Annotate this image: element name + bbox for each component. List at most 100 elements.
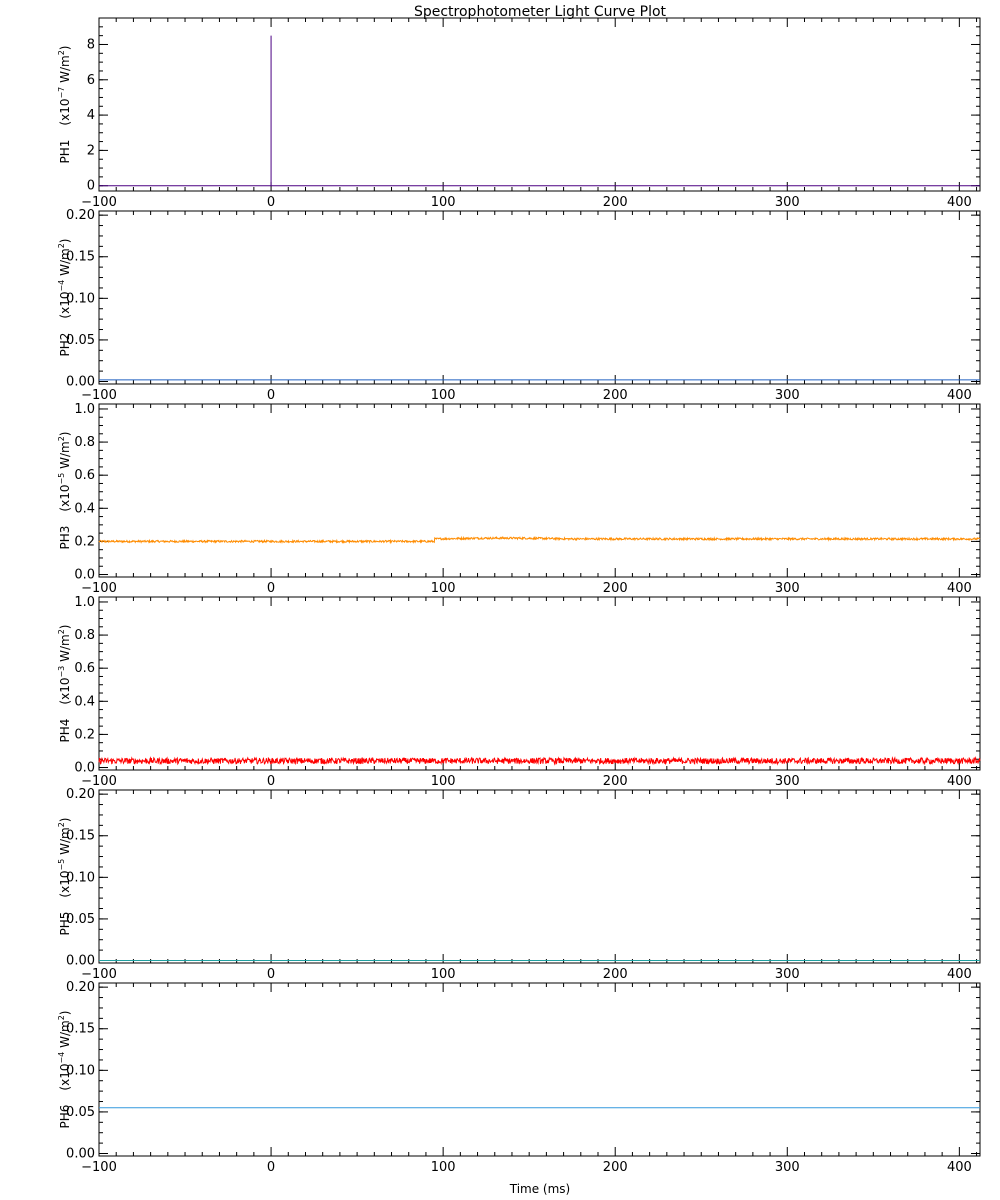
x-tick-label: −100 bbox=[81, 1160, 117, 1175]
unit-exponent: −5 bbox=[57, 473, 66, 485]
y-tick-label: 0.05 bbox=[66, 1105, 95, 1120]
unit-prefix: (x10 bbox=[58, 1064, 72, 1091]
x-tick-label: 400 bbox=[947, 967, 972, 982]
y-tick-label: 0.8 bbox=[74, 435, 95, 450]
x-tick-label: 400 bbox=[947, 388, 972, 403]
unit-exponent: −3 bbox=[57, 666, 66, 678]
unit-exponent: −4 bbox=[57, 280, 66, 292]
y-tick-label: 0.20 bbox=[66, 208, 95, 223]
unit-close: ) bbox=[58, 46, 72, 51]
x-tick-label: 200 bbox=[603, 1160, 628, 1175]
y-tick-label: 0.0 bbox=[74, 761, 95, 776]
x-tick-label: 200 bbox=[603, 195, 628, 210]
y-tick-label: 0.6 bbox=[74, 468, 95, 483]
panel-ph6: −100 0 100 200 300 400 0.00 0.05 0.10 0.15 0.20 PH6… bbox=[57, 980, 981, 1175]
panel-ph2: −100 0 100 200 300 400 0.00 0.05 0.10 0.15 0.20 PH2… bbox=[57, 208, 981, 403]
unit-square: 2 bbox=[57, 243, 66, 248]
unit-close: ) bbox=[58, 432, 72, 437]
y-axis-label: PH4 (x10−3 W/m2) bbox=[57, 625, 72, 743]
x-tick-label: 400 bbox=[947, 581, 972, 596]
unit-square: 2 bbox=[57, 822, 66, 827]
channel-name: PH4 bbox=[58, 719, 72, 743]
y-tick-label: 0.6 bbox=[74, 661, 95, 676]
unit-prefix: (x10 bbox=[58, 485, 72, 512]
x-tick-label: −100 bbox=[81, 967, 117, 982]
x-tick-label: 400 bbox=[947, 774, 972, 789]
unit-exponent: −5 bbox=[57, 859, 66, 871]
y-tick-label: 0.10 bbox=[66, 291, 95, 306]
y-tick-label: 0.00 bbox=[66, 375, 95, 390]
unit-prefix: (x10 bbox=[58, 292, 72, 319]
x-tick-label: 300 bbox=[775, 388, 800, 403]
channel-name: PH3 bbox=[58, 526, 72, 550]
y-tick-label: 0.4 bbox=[74, 694, 95, 709]
channel-name: PH1 bbox=[58, 140, 72, 164]
x-tick-label: 300 bbox=[775, 774, 800, 789]
y-tick-label: 0.20 bbox=[66, 787, 95, 802]
y-tick-label: 0.4 bbox=[74, 501, 95, 516]
unit-square: 2 bbox=[57, 436, 66, 441]
x-tick-label: 0 bbox=[267, 967, 275, 982]
x-tick-label: 300 bbox=[775, 1160, 800, 1175]
y-axis-label: PH1 (x10−7 W/m2) bbox=[57, 46, 72, 164]
y-tick-label: 0.0 bbox=[74, 568, 95, 583]
x-tick-label: 200 bbox=[603, 774, 628, 789]
x-tick-label: 100 bbox=[431, 774, 456, 789]
x-tick-label: 400 bbox=[947, 195, 972, 210]
y-tick-label: 0.15 bbox=[66, 250, 95, 265]
plot-frame bbox=[98, 982, 981, 1157]
y-tick-label: 0.20 bbox=[66, 980, 95, 995]
unit-close: ) bbox=[58, 1011, 72, 1016]
panel-ph4: −100 0 100 200 300 400 0.0 0.2 0.4 0.6 0.8 1.0 PH4 (x… bbox=[57, 595, 981, 789]
unit-suffix: W/m bbox=[58, 248, 72, 279]
x-tick-label: 100 bbox=[431, 1160, 456, 1175]
series-line-ph3 bbox=[98, 535, 981, 545]
y-tick-label: 0.05 bbox=[66, 333, 95, 348]
x-tick-label: 0 bbox=[267, 774, 275, 789]
plot-frame bbox=[98, 596, 981, 771]
panel-ph3: −100 0 100 200 300 400 0.0 0.2 0.4 0.6 0.8 1.0 PH3 (x… bbox=[57, 402, 981, 596]
unit-square: 2 bbox=[57, 50, 66, 55]
x-tick-label: 0 bbox=[267, 581, 275, 596]
y-tick-label: 1.0 bbox=[74, 402, 95, 417]
unit-suffix: W/m bbox=[58, 827, 72, 858]
x-tick-label: 0 bbox=[267, 195, 275, 210]
y-tick-label: 0.00 bbox=[66, 1147, 95, 1162]
x-tick-label: 300 bbox=[775, 195, 800, 210]
x-tick-label: 400 bbox=[947, 1160, 972, 1175]
unit-close: ) bbox=[58, 239, 72, 244]
plot-frame bbox=[98, 403, 981, 578]
y-tick-label: 0.15 bbox=[66, 1022, 95, 1037]
y-tick-label: 0.15 bbox=[66, 829, 95, 844]
y-tick-label: 0.10 bbox=[66, 1063, 95, 1078]
y-tick-label: 4 bbox=[87, 108, 95, 123]
y-tick-label: 0 bbox=[87, 179, 95, 194]
x-tick-label: 0 bbox=[267, 1160, 275, 1175]
x-tick-label: −100 bbox=[81, 581, 117, 596]
x-tick-label: 0 bbox=[267, 388, 275, 403]
series-line-ph1 bbox=[99, 35, 980, 187]
channel-name: PH6 bbox=[58, 1105, 72, 1129]
y-tick-label: 1.0 bbox=[74, 595, 95, 610]
unit-prefix: (x10 bbox=[58, 871, 72, 898]
plot-frame bbox=[98, 789, 981, 964]
x-tick-label: 100 bbox=[431, 581, 456, 596]
x-tick-label: 100 bbox=[431, 195, 456, 210]
unit-close: ) bbox=[58, 818, 72, 823]
plot-frame bbox=[98, 210, 981, 385]
x-tick-label: 200 bbox=[603, 967, 628, 982]
x-tick-label: 200 bbox=[603, 581, 628, 596]
unit-suffix: W/m bbox=[58, 634, 72, 665]
unit-suffix: W/m bbox=[58, 441, 72, 472]
y-tick-label: 0.10 bbox=[66, 870, 95, 885]
channel-name: PH2 bbox=[58, 333, 72, 357]
unit-prefix: (x10 bbox=[58, 99, 72, 126]
y-tick-label: 6 bbox=[87, 73, 95, 88]
x-axis-label: Time (ms) bbox=[509, 1182, 571, 1196]
y-axis-label: PH2 (x10−4 W/m2) bbox=[57, 239, 72, 357]
x-tick-label: −100 bbox=[81, 195, 117, 210]
y-tick-label: 0.2 bbox=[74, 534, 95, 549]
